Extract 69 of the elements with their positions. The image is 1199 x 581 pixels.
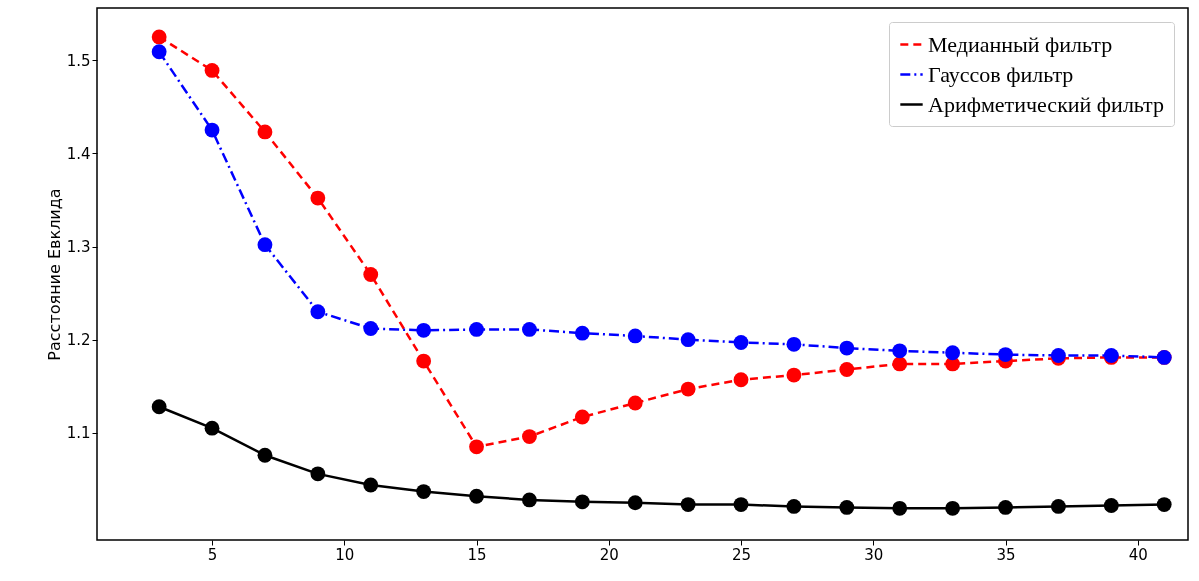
x-tick-label: 5 (207, 545, 218, 564)
y-tick-label: 1.4 (66, 144, 91, 163)
point (469, 322, 484, 337)
point (733, 372, 749, 388)
point (839, 362, 855, 377)
point (522, 322, 537, 337)
point (1103, 498, 1119, 513)
point (416, 322, 432, 338)
point (574, 325, 590, 341)
x-tick-label: 10 (335, 545, 355, 564)
point (257, 124, 273, 140)
point (1156, 497, 1172, 512)
y-tick-label: 1.3 (66, 238, 91, 257)
x-tick-label: 20 (599, 545, 619, 564)
point (522, 429, 537, 444)
point (839, 340, 855, 356)
y-tick-label: 1.2 (66, 331, 91, 350)
point (310, 304, 326, 320)
y-tick-label: 1.1 (66, 424, 91, 443)
point (310, 466, 326, 482)
y-tick-label: 1.5 (66, 51, 91, 70)
point (627, 328, 643, 344)
point (310, 190, 326, 206)
x-tick-label: 15 (467, 545, 487, 564)
point (892, 356, 908, 372)
point (257, 237, 273, 253)
point (151, 29, 167, 45)
x-tick-label: 40 (1128, 545, 1148, 564)
point (469, 439, 484, 455)
legend-label: Арифметический фильтр (928, 91, 1164, 117)
point (151, 44, 167, 60)
point (627, 395, 643, 411)
point (733, 335, 749, 350)
point (1050, 499, 1066, 514)
x-tick-label: 30 (864, 545, 884, 564)
point (257, 447, 273, 463)
point (945, 500, 961, 516)
point (839, 499, 855, 515)
point (733, 497, 749, 512)
point (416, 353, 432, 369)
point (627, 495, 643, 511)
point (680, 381, 696, 397)
point (363, 321, 379, 336)
point (574, 494, 590, 510)
point (786, 367, 802, 383)
y-axis-title: Расстояние Евклида (44, 188, 64, 361)
point (204, 63, 220, 78)
x-tick-label: 25 (731, 545, 752, 564)
point (945, 345, 961, 361)
point (151, 399, 167, 415)
point (416, 484, 432, 499)
legend-label: Гауссов фильтр (928, 61, 1074, 87)
point (574, 409, 590, 425)
point (892, 500, 908, 516)
point (680, 332, 696, 348)
point (998, 347, 1013, 362)
point (363, 477, 379, 493)
point (786, 336, 802, 352)
legend-label: Медианный фильтр (928, 31, 1113, 57)
point (363, 267, 379, 282)
point (204, 420, 220, 436)
point (680, 497, 696, 512)
point (786, 499, 802, 514)
point (469, 488, 484, 504)
point (204, 122, 220, 138)
x-tick-label: 35 (996, 545, 1016, 564)
point (522, 492, 537, 508)
point (998, 499, 1013, 515)
point (892, 343, 908, 359)
